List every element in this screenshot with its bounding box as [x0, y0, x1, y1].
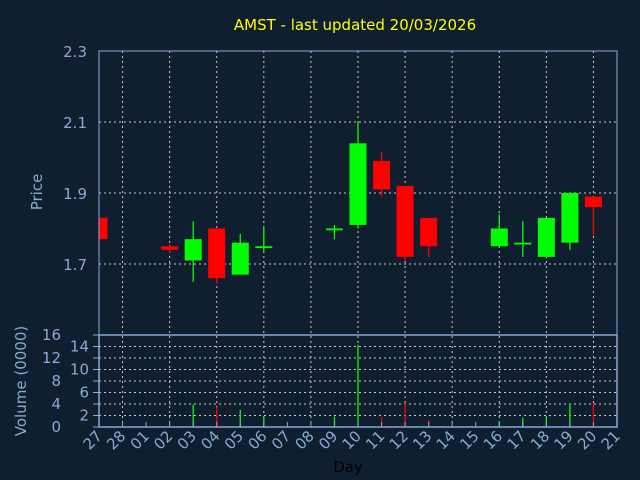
price-tick-label: 1.9 [63, 185, 87, 203]
x-tick-label: 06 [244, 427, 270, 453]
x-tick-label: 16 [480, 427, 506, 453]
candle-body [373, 161, 391, 190]
candle-body [255, 246, 273, 249]
candle-body [490, 228, 508, 247]
candle-body [349, 143, 367, 225]
x-tick-label: 28 [103, 427, 129, 453]
volume-tick-label: 2 [79, 407, 89, 425]
candle-body [99, 217, 108, 240]
x-tick-label: 19 [551, 427, 577, 453]
candle-body [584, 196, 602, 208]
price-tick-label: 1.7 [63, 256, 87, 274]
candle-body [161, 246, 179, 250]
volume-tick-label: 4 [51, 395, 61, 413]
candle-body [325, 228, 343, 231]
candle-body [208, 228, 226, 279]
candles [98, 122, 602, 284]
candle-body [420, 217, 438, 247]
x-tick-label: 09 [315, 427, 341, 453]
x-tick-label: 18 [527, 427, 553, 453]
x-tick-label: 05 [221, 427, 247, 453]
x-tick-label: 10 [339, 427, 365, 453]
volume-tick-label: 0 [51, 418, 61, 436]
x-tick-label: 17 [503, 427, 529, 453]
volume-tick-label: 16 [42, 326, 61, 344]
volume-tick-label: 12 [42, 349, 61, 367]
chart-title: AMST - last updated 20/03/2026 [234, 16, 476, 34]
volume-tick-label: 10 [70, 361, 89, 379]
volume-bars [168, 344, 595, 427]
volume-axis-label: Volume (0000) [12, 326, 30, 436]
volume-tick-label: 6 [79, 384, 89, 402]
volume-tick-label: 8 [51, 372, 61, 390]
x-tick-label: 11 [362, 427, 388, 453]
x-tick-label: 21 [598, 427, 624, 453]
x-tick-label: 20 [574, 427, 600, 453]
x-tick-label: 13 [409, 427, 435, 453]
axes: 1.71.92.12.30246810121416272801020304050… [42, 43, 624, 453]
candle-body [561, 193, 579, 243]
candle-body [537, 217, 555, 257]
x-tick-label: 01 [127, 427, 153, 453]
candle-body [514, 242, 532, 245]
price-tick-label: 2.1 [63, 114, 87, 132]
candle-body [396, 185, 414, 257]
x-tick-label: 08 [292, 427, 318, 453]
x-tick-label: 12 [386, 427, 412, 453]
x-tick-label: 04 [197, 427, 223, 453]
volume-tick-label: 14 [70, 338, 89, 356]
y-axis-label: Price [28, 174, 46, 211]
x-tick-label: 27 [80, 427, 106, 453]
x-tick-label: 07 [268, 427, 294, 453]
price-tick-label: 2.3 [63, 43, 87, 61]
candle-body [184, 239, 202, 261]
x-tick-label: 03 [174, 427, 200, 453]
x-tick-label: 02 [150, 427, 176, 453]
x-axis-label: Day [333, 458, 363, 476]
x-tick-label: 14 [433, 427, 459, 453]
x-tick-label: 15 [456, 427, 482, 453]
candle-body [231, 242, 249, 275]
